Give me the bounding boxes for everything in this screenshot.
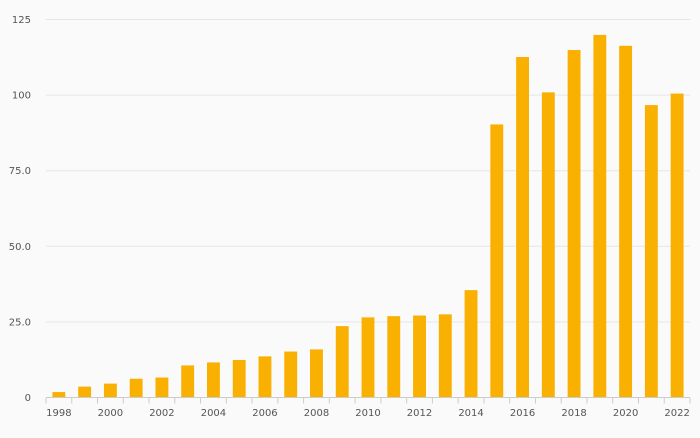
- bar-2016: [516, 56, 529, 398]
- bars: [52, 34, 684, 398]
- bar-2022: [670, 93, 684, 398]
- bar-2013: [438, 314, 452, 398]
- x-tick-label-2020: 2020: [613, 408, 638, 419]
- bar-2015: [490, 124, 504, 398]
- bar-2007: [284, 351, 298, 398]
- bar-2005: [232, 360, 246, 398]
- x-tick-label-2018: 2018: [561, 408, 586, 419]
- x-tick-label-2012: 2012: [407, 408, 432, 419]
- bar-2001: [129, 378, 143, 398]
- y-tick-label-2: 50.0: [9, 242, 31, 253]
- bar-2004: [207, 362, 220, 398]
- gridlines: [46, 19, 690, 323]
- bar-2002: [155, 377, 169, 398]
- x-tick-label-2002: 2002: [149, 408, 174, 419]
- bar-2019: [593, 34, 607, 398]
- bar-2010: [361, 317, 375, 398]
- x-tick-label-2004: 2004: [201, 408, 226, 419]
- x-tick-labels: 1998 2000 2002 2004 2006 2008 2010 2012 2014 2016…: [46, 408, 690, 419]
- x-tick-label-2010: 2010: [355, 408, 380, 419]
- y-tick-label-5: 125: [12, 15, 31, 26]
- x-tick-label-2014: 2014: [458, 408, 483, 419]
- bar-2012: [413, 315, 426, 398]
- bar-2014: [464, 290, 478, 398]
- bar-2018: [567, 50, 581, 398]
- x-axis: [45, 397, 691, 404]
- bar-1999: [78, 386, 92, 398]
- bar-2000: [103, 383, 117, 398]
- y-tick-label-0: 0: [25, 393, 31, 404]
- bar-2003: [181, 365, 195, 398]
- x-tick-label-2006: 2006: [252, 408, 277, 419]
- bar-1998: [52, 392, 66, 398]
- bar-2006: [258, 356, 272, 398]
- bar-2008: [310, 349, 323, 398]
- x-tick-label-2022: 2022: [664, 408, 689, 419]
- x-tick-label-2016: 2016: [510, 408, 535, 419]
- y-tick-label-4: 100: [12, 91, 31, 102]
- x-tick-label-1998: 1998: [46, 408, 71, 419]
- bar-2020: [619, 45, 633, 398]
- y-tick-label-3: 75.0: [9, 166, 31, 177]
- bar-2021: [644, 105, 658, 398]
- x-tick-label-2000: 2000: [98, 408, 123, 419]
- y-tick-label-1: 25.0: [9, 317, 31, 328]
- bar-2011: [387, 316, 401, 398]
- x-tick-label-2008: 2008: [304, 408, 329, 419]
- bar-2009: [335, 326, 349, 398]
- bar-2017: [541, 92, 555, 398]
- y-tick-labels: 0 25.0 50.0 75.0 100 125: [9, 15, 31, 404]
